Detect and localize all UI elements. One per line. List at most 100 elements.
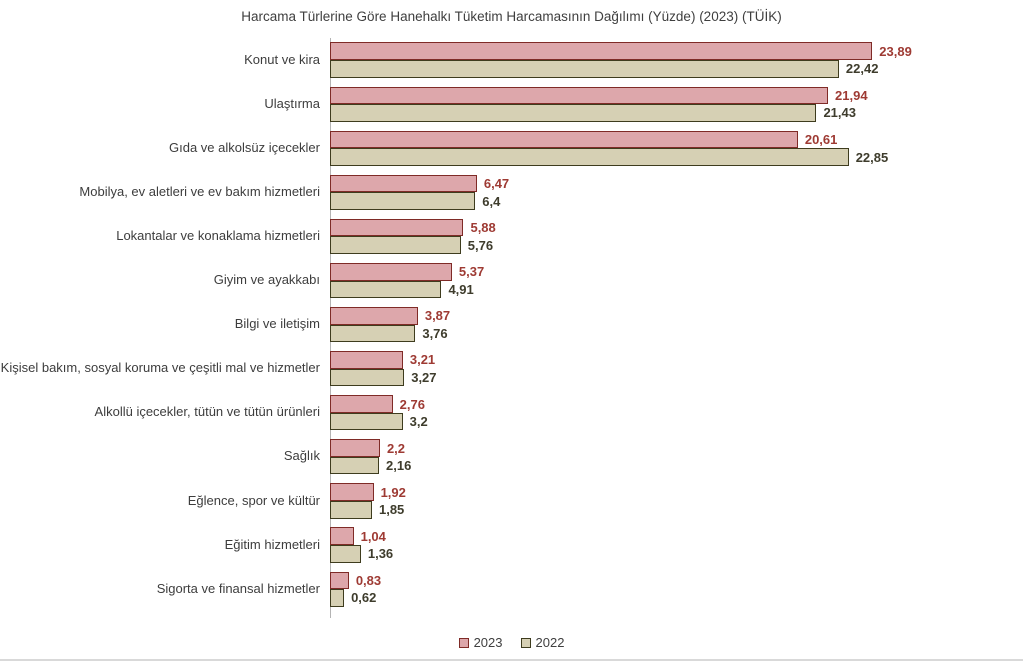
bar-2022 xyxy=(330,280,442,299)
bar-2022 xyxy=(330,412,403,431)
bar-2023 xyxy=(330,395,393,413)
bar-2023 xyxy=(330,130,798,149)
legend-swatch-2023 xyxy=(458,637,469,648)
bar-2022 xyxy=(330,236,461,255)
category-group: Mobilya, ev aletleri ve ev bakım hizmetl… xyxy=(0,170,1023,214)
bar-line-2022: 1,85 xyxy=(330,500,1023,519)
bar-line-2022: 21,43 xyxy=(330,104,1023,122)
bar-line-2022: 3,27 xyxy=(330,368,1023,387)
bar-2023 xyxy=(330,571,349,590)
bar-pair: 2,76 3,2 xyxy=(330,395,1023,431)
bar-value-2022: 2,16 xyxy=(386,458,412,474)
bar-line-2022: 5,76 xyxy=(330,236,1023,255)
bar-line-2022: 22,85 xyxy=(330,148,1023,166)
bar-line-2022: 6,4 xyxy=(330,192,1023,210)
category-group: Eğlence, spor ve kültür 1,92 1,85 xyxy=(0,479,1023,523)
category-group: Bilgi ve iletişim 3,87 3,76 xyxy=(0,303,1023,347)
category-label: Sağlık xyxy=(283,448,320,464)
bar-2023 xyxy=(330,439,380,457)
bar-line-2023: 3,87 xyxy=(330,307,1023,325)
bar-value-2023: 5,88 xyxy=(470,220,496,236)
bar-pair: 1,92 1,85 xyxy=(330,483,1023,519)
category-group: Ulaştırma 21,94 21,43 xyxy=(0,82,1023,126)
bar-value-2023: 3,87 xyxy=(424,308,451,324)
bar-value-2022: 6,4 xyxy=(482,193,501,209)
category-label: Ulaştırma xyxy=(264,95,320,111)
bar-value-2023: 5,37 xyxy=(458,264,485,280)
bar-value-2022: 22,42 xyxy=(845,61,879,77)
bar-line-2022: 3,2 xyxy=(330,412,1023,431)
bar-value-2022: 3,76 xyxy=(422,325,448,341)
bar-pair: 6,47 6,4 xyxy=(330,174,1023,210)
bar-pair: 23,89 22,42 xyxy=(330,42,1023,78)
bar-2022 xyxy=(330,192,476,210)
bar-line-2022: 4,91 xyxy=(330,280,1023,299)
category-label: Eğlence, spor ve kültür xyxy=(187,492,320,508)
bar-pair: 3,87 3,76 xyxy=(330,307,1023,343)
bar-pair: 5,37 4,91 xyxy=(330,262,1023,299)
bar-line-2023: 6,47 xyxy=(330,174,1023,193)
category-label: Eğitim hizmetleri xyxy=(224,536,320,552)
category-group: Konut ve kira 23,89 22,42 xyxy=(0,38,1023,82)
bar-value-2023: 6,47 xyxy=(483,176,510,192)
bar-value-2023: 0,83 xyxy=(355,572,382,588)
bar-line-2023: 5,37 xyxy=(330,262,1023,281)
bar-2023 xyxy=(330,307,418,325)
bar-value-2022: 3,2 xyxy=(409,414,428,430)
bar-value-2022: 22,85 xyxy=(855,149,889,165)
bar-value-2023: 2,76 xyxy=(399,396,425,412)
legend-item-2022: 2022 xyxy=(520,635,565,650)
bar-value-2023: 1,92 xyxy=(380,484,406,500)
bar-line-2023: 21,94 xyxy=(330,86,1023,105)
bar-pair: 21,94 21,43 xyxy=(330,86,1023,122)
bar-value-2022: 1,85 xyxy=(378,502,405,518)
bar-2022 xyxy=(330,148,849,166)
bar-line-2023: 2,2 xyxy=(330,439,1023,457)
bottom-divider xyxy=(0,659,1023,661)
bar-2023 xyxy=(330,527,354,546)
bar-value-2023: 2,2 xyxy=(386,440,406,456)
category-group: Sağlık 2,2 2,16 xyxy=(0,435,1023,479)
bar-line-2022: 2,16 xyxy=(330,456,1023,475)
category-group: Eğitim hizmetleri 1,04 1,36 xyxy=(0,523,1023,567)
category-group: Sigorta ve finansal hizmetler 0,83 0,62 xyxy=(0,567,1023,611)
chart-rows: Konut ve kira 23,89 22,42 Ulaştırma 21,94 21,… xyxy=(0,38,1023,611)
bar-pair: 0,83 0,62 xyxy=(330,571,1023,607)
category-label: Lokantalar ve konaklama hizmetleri xyxy=(116,227,320,243)
bar-2023 xyxy=(330,86,829,105)
bar-value-2023: 21,94 xyxy=(835,87,868,103)
bar-2022 xyxy=(330,368,405,387)
category-label: Mobilya, ev aletleri ve ev bakım hizmetl… xyxy=(79,183,320,199)
category-group: Giyim ve ayakkabı 5,37 4,91 xyxy=(0,258,1023,302)
bar-pair: 5,88 5,76 xyxy=(330,218,1023,255)
bar-value-2023: 20,61 xyxy=(804,131,838,147)
bar-2023 xyxy=(330,262,452,281)
bar-line-2023: 1,92 xyxy=(330,483,1023,501)
bar-value-2022: 5,76 xyxy=(467,237,494,253)
category-group: Gıda ve alkolsüz içecekler 20,61 22,85 xyxy=(0,126,1023,170)
legend-label-2022: 2022 xyxy=(535,635,565,650)
bar-line-2023: 1,04 xyxy=(330,527,1023,546)
category-group: Lokantalar ve konaklama hizmetleri 5,88 5,… xyxy=(0,214,1023,258)
category-label: Kişisel bakım, sosyal koruma ve çeşitli … xyxy=(0,360,320,376)
bar-value-2023: 23,89 xyxy=(879,43,912,59)
bar-2023 xyxy=(330,483,374,501)
bar-line-2023: 20,61 xyxy=(330,130,1023,149)
bar-value-2023: 1,04 xyxy=(360,528,386,544)
category-label: Giyim ve ayakkabı xyxy=(213,272,320,288)
bar-2023 xyxy=(330,42,873,61)
bar-value-2022: 21,43 xyxy=(823,105,856,121)
bar-line-2023: 0,83 xyxy=(330,571,1023,590)
bar-line-2023: 2,76 xyxy=(330,395,1023,413)
bar-2022 xyxy=(330,324,416,343)
category-label: Bilgi ve iletişim xyxy=(234,316,320,332)
bar-2023 xyxy=(330,174,477,193)
bar-line-2022: 3,76 xyxy=(330,324,1023,343)
bar-2022 xyxy=(330,104,817,122)
bar-pair: 2,2 2,16 xyxy=(330,439,1023,475)
bar-2022 xyxy=(330,545,361,563)
bar-line-2023: 5,88 xyxy=(330,218,1023,237)
chart-title: Harcama Türlerine Göre Hanehalkı Tüketim… xyxy=(241,9,782,24)
bar-line-2022: 0,62 xyxy=(330,589,1023,607)
bar-value-2023: 3,21 xyxy=(409,352,436,368)
